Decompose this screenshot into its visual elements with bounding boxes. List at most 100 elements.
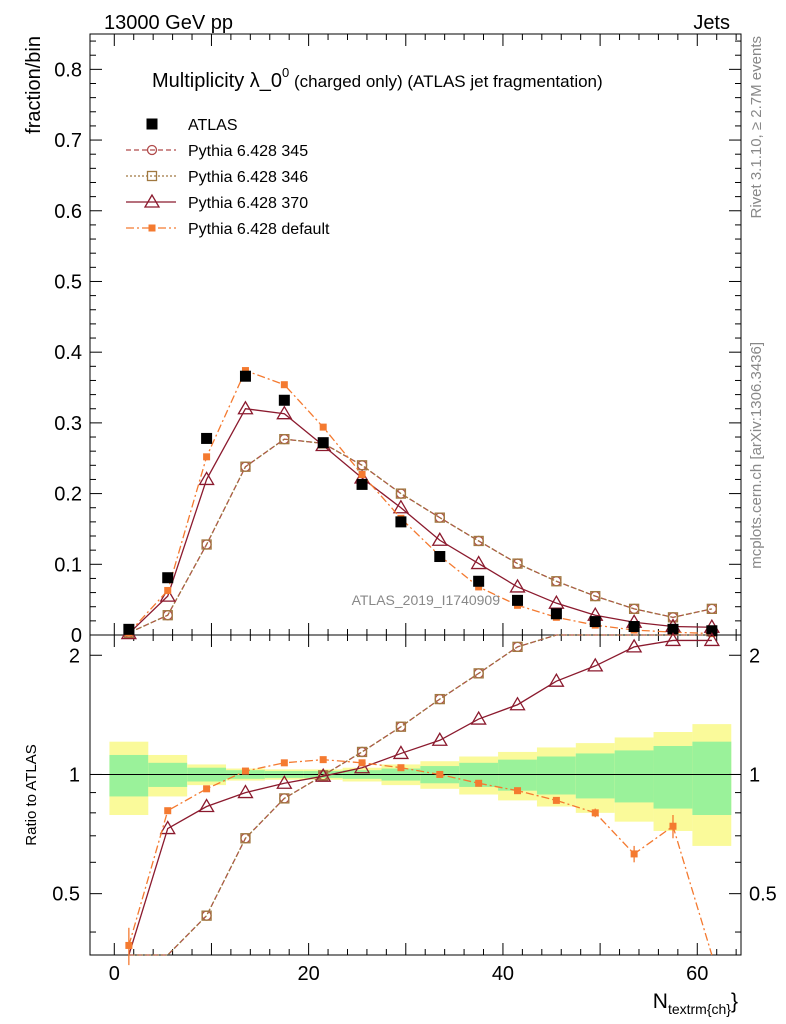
p370-marker — [392, 745, 410, 760]
atlas-data-point — [706, 625, 718, 637]
series-line-pythia-6-428-370 — [128, 408, 712, 635]
p370-marker — [198, 798, 215, 813]
atlas-data-point — [317, 437, 329, 449]
series-line-pythia-6-428-default — [128, 369, 712, 635]
pdef-marker — [280, 759, 288, 767]
p346-marker — [473, 668, 484, 679]
ratio-uncertainty-band — [90, 724, 741, 846]
p370-marker — [315, 767, 332, 782]
p370-marker — [431, 531, 448, 546]
p346-marker — [201, 539, 212, 550]
frames — [89, 33, 742, 956]
atlas-data-point — [162, 572, 174, 584]
band-inner-bin — [498, 759, 537, 791]
pdef-marker — [591, 809, 599, 817]
p370-marker — [703, 632, 720, 647]
xtick-label: 20 — [297, 963, 319, 985]
p370-marker — [143, 193, 161, 208]
p370-marker — [392, 499, 410, 514]
band-inner-bin — [536, 756, 576, 795]
legend-label: Pythia 6.428 345 — [188, 143, 308, 160]
mcplots-info: mcplots.cern.ch [arXiv:1306.3436] — [748, 342, 765, 569]
atlas-data-point — [628, 621, 640, 633]
main-ytick-label: 0.7 — [54, 130, 82, 152]
p346-marker — [434, 693, 445, 705]
p346-marker — [706, 603, 718, 614]
atlas-data-point — [473, 575, 485, 587]
p370-marker — [548, 672, 565, 687]
p370-marker — [237, 400, 254, 415]
p370-marker — [625, 638, 643, 653]
pdef-marker — [319, 756, 327, 764]
band-inner-bin — [109, 754, 149, 797]
ratio-ytick-label-right: 1 — [749, 764, 760, 786]
pdef-marker — [397, 764, 405, 772]
xlabel: Ntextrm{ch}} — [653, 990, 738, 1017]
pdef-marker — [164, 586, 172, 594]
ratio-ytick-label-left: 0.5 — [52, 884, 80, 906]
p346-marker — [279, 433, 290, 445]
main-ytick-label: 0.8 — [54, 59, 82, 81]
atlas-data-point — [201, 432, 213, 444]
p346-marker — [201, 910, 212, 921]
atlas-data-point — [667, 623, 679, 635]
ratio-ytick-label-right: 0.5 — [749, 884, 777, 906]
atlas-data-point — [278, 394, 290, 406]
pdef-marker — [241, 367, 249, 375]
atlas-data-point — [395, 516, 407, 528]
p346-marker — [146, 170, 158, 182]
p370-marker — [509, 696, 526, 711]
p346-marker — [628, 603, 640, 614]
pdef-marker — [241, 767, 249, 775]
p370-marker — [470, 710, 487, 725]
atlas-data-point — [239, 370, 251, 382]
data-series — [120, 367, 720, 966]
pdef-marker — [125, 941, 133, 949]
pdef-marker — [358, 759, 366, 767]
p345-marker — [146, 144, 158, 156]
band-inner-bin — [614, 750, 654, 803]
title-rest: (charged only) (ATLAS jet fragmentation) — [289, 72, 602, 91]
p346-marker — [473, 535, 484, 547]
pdef-marker — [203, 785, 211, 793]
pdef-marker — [280, 381, 288, 389]
p370-marker — [276, 405, 293, 420]
legend-label: ATLAS — [188, 117, 238, 134]
xlabel-main: N — [653, 990, 668, 1013]
ratio-ytick-label-left: 2 — [69, 645, 80, 667]
header-right: Jets — [693, 12, 730, 34]
atlas-data-point — [356, 478, 368, 490]
main-ytick-label: 0.3 — [54, 413, 82, 435]
atlas-data-point — [434, 551, 446, 563]
band-inner-bin — [692, 741, 732, 815]
pdef-marker — [475, 583, 483, 591]
legend-label: Pythia 6.428 346 — [188, 169, 308, 186]
pdef-marker — [148, 224, 156, 232]
title-superscript: 0 — [282, 65, 289, 80]
legend: ATLAS Pythia 6.428 345 Pythia 6.428 346 Pyt… — [126, 117, 330, 238]
atlas-data-point — [123, 623, 135, 635]
p346-marker — [240, 461, 251, 472]
p370-marker — [198, 471, 215, 486]
p370-marker — [237, 784, 254, 799]
main-ytick-label: 0.6 — [54, 201, 82, 223]
series-line-pythia-6-428-346 — [128, 634, 712, 956]
title-main: Multiplicity λ_0 — [152, 70, 282, 92]
p346-marker — [590, 590, 601, 602]
p370-marker — [470, 555, 487, 570]
series-line-pythia-6-428-default — [128, 758, 713, 956]
p346-marker — [240, 833, 251, 844]
atlas-data-point — [146, 118, 158, 130]
p346-marker — [395, 488, 407, 499]
legend-label: Pythia 6.428 370 — [188, 195, 308, 212]
pdef-marker — [669, 822, 677, 830]
xlabel-subscript: textrm{ch} — [668, 1001, 731, 1017]
xtick-label: 60 — [686, 963, 708, 985]
xtick-label: 40 — [492, 963, 514, 985]
p346-marker — [279, 793, 290, 804]
p346-marker — [551, 576, 562, 587]
ratio-panel-frame — [89, 634, 742, 956]
xtick-label: 0 — [109, 963, 120, 985]
chart-title: Multiplicity λ_00 (charged only) (ATLAS … — [152, 65, 603, 92]
